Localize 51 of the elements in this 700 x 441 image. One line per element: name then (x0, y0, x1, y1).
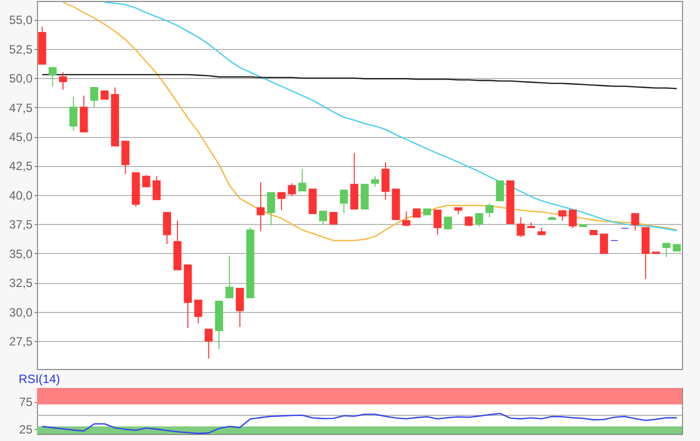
candlestick (225, 255, 234, 298)
candlestick (464, 215, 473, 226)
candlestick (329, 212, 338, 225)
y-tick-label: 52,5 (9, 42, 33, 56)
candlestick (486, 202, 494, 218)
y-tick-label: 50,0 (9, 72, 33, 86)
candlestick (402, 210, 410, 226)
candlestick (662, 242, 670, 258)
candlestick (600, 234, 608, 254)
candlestick (371, 176, 380, 188)
y-tick-label: 47,5 (9, 100, 33, 115)
candlestick (204, 328, 213, 359)
candlestick (568, 210, 577, 229)
candlestick (256, 182, 265, 232)
candlestick (267, 192, 276, 226)
y-tick-label: 35,0 (9, 246, 33, 261)
candlestick (90, 86, 98, 108)
candlestick (277, 192, 286, 211)
candlestick (496, 180, 504, 202)
candlestick (558, 210, 566, 222)
y-tick-label: 75 (19, 395, 33, 410)
candlestick (236, 288, 244, 328)
candlestick (444, 216, 452, 230)
y-tick-label: 27,5 (9, 334, 33, 348)
candlestick (382, 162, 390, 200)
candlestick (340, 190, 348, 214)
y-tick-label: 55,0 (9, 13, 33, 28)
candlestick (288, 182, 296, 197)
candlestick (475, 213, 484, 227)
candlestick (434, 210, 442, 236)
candlestick (59, 72, 68, 90)
candlestick (163, 212, 172, 244)
candlestick (48, 67, 57, 87)
chart-title: RSI(14) (18, 372, 60, 386)
y-tick-label: 37,5 (9, 218, 33, 232)
candlestick (319, 210, 328, 225)
candlestick (516, 216, 525, 238)
y-tick-label: 40,0 (9, 188, 33, 202)
candlestick (152, 176, 161, 200)
y-tick-label: 30,0 (9, 305, 33, 320)
y-tick-label: 25 (19, 422, 33, 437)
candlestick (142, 174, 150, 188)
y-tick-label: 45,0 (9, 130, 33, 144)
candlestick (121, 140, 130, 174)
candlestick (69, 96, 78, 132)
candlestick (194, 300, 202, 324)
candlestick (631, 213, 640, 232)
y-tick-label: 42,5 (9, 159, 33, 174)
line-series (42, 412, 678, 434)
y-tick-label: 32,5 (9, 276, 33, 290)
candlestick (298, 168, 306, 192)
